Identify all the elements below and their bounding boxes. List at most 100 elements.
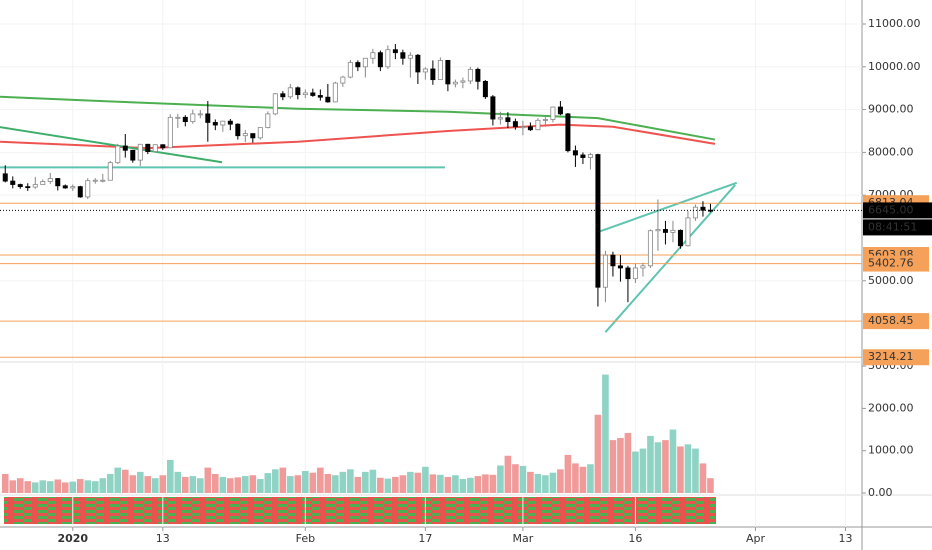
volume-bar	[392, 476, 399, 493]
candle-body	[17, 184, 23, 188]
volume-bar	[512, 464, 519, 493]
candle-body	[542, 119, 548, 121]
price-level-label: 5402.76	[868, 257, 914, 270]
candle-body	[272, 93, 278, 115]
volume-bar	[497, 465, 504, 493]
volume-bar	[647, 435, 654, 493]
candle-body	[490, 96, 496, 120]
volume-bar	[219, 476, 227, 493]
volume-bar	[384, 478, 392, 493]
y-tick-label: 11000.00	[868, 17, 921, 30]
candle-body	[632, 267, 638, 280]
indicator-strip	[4, 497, 716, 524]
x-tick-label: 2020	[57, 532, 88, 545]
candle-body	[317, 95, 323, 98]
volume-bar	[287, 476, 294, 493]
volume-bar	[422, 466, 429, 493]
volume-bar	[31, 482, 39, 493]
candle-body	[422, 68, 428, 73]
volume-bar	[302, 471, 309, 493]
x-tick-label: Apr	[746, 532, 766, 545]
candle-body	[385, 49, 391, 68]
volume-bar	[339, 471, 347, 493]
candle-body	[347, 62, 353, 78]
volume-bar	[279, 467, 287, 493]
volume-bar	[347, 469, 354, 493]
y-tick-label: 5000.00	[868, 274, 914, 287]
candle-body	[377, 52, 383, 68]
volume-bar	[249, 475, 257, 493]
candle-body	[77, 186, 83, 198]
x-tick-label: 13	[156, 532, 170, 545]
countdown-label: 08:41:51	[868, 220, 917, 233]
candle-body	[92, 179, 98, 182]
volume-bar	[46, 481, 54, 493]
volume-bar	[452, 475, 459, 493]
price-level-badge	[863, 349, 929, 366]
price-level-badge	[863, 255, 929, 272]
trendline	[604, 184, 736, 333]
candle-body	[430, 68, 436, 81]
y-tick-label: 0.00	[868, 486, 893, 499]
candle-body	[257, 127, 263, 139]
volume-bar	[414, 472, 422, 493]
candle-body	[535, 119, 541, 131]
volume-bar	[572, 463, 579, 493]
volume-bar	[377, 477, 384, 493]
candle-body	[692, 206, 698, 219]
candle-body	[182, 116, 188, 122]
price-level-label: 4058.45	[868, 314, 914, 327]
volume-bar	[332, 475, 339, 493]
volume-bar	[624, 432, 632, 493]
y-tick-label: 9000.00	[868, 103, 914, 116]
candle-body	[100, 179, 106, 182]
candle-body	[572, 150, 578, 156]
candle-body	[70, 186, 76, 189]
candle-body	[107, 162, 113, 181]
volume-bar	[444, 476, 452, 493]
volume-bar	[692, 448, 699, 493]
candle-body	[227, 120, 233, 125]
volume-bar	[354, 476, 362, 493]
candle-body	[617, 265, 623, 269]
candle-body	[587, 154, 593, 158]
candle-body	[362, 57, 368, 68]
candle-body	[557, 106, 563, 115]
candle-body	[145, 143, 151, 152]
volume-bar	[587, 464, 594, 493]
volume-bar	[99, 478, 107, 493]
candle-body	[415, 54, 421, 73]
volume-bar	[699, 463, 707, 493]
y-tick-label: 8000.00	[868, 145, 914, 158]
price-level-label: 3214.21	[868, 350, 914, 363]
candle-body	[122, 145, 128, 151]
candle-body	[287, 87, 293, 98]
candle-body	[250, 133, 256, 139]
volume-bar	[61, 482, 69, 493]
volume-bar	[91, 481, 99, 493]
volume-bar	[159, 475, 167, 493]
candle-body	[32, 184, 38, 188]
volume-bar	[9, 480, 17, 493]
candle-body	[160, 144, 166, 149]
x-tick-label: Mar	[513, 532, 534, 545]
candle-body	[152, 144, 158, 152]
candle-body	[40, 181, 46, 185]
candle-body	[610, 254, 616, 267]
candle-body	[2, 173, 8, 182]
candle-body	[497, 117, 503, 120]
volume-bar	[579, 466, 587, 493]
candle-body	[685, 217, 691, 247]
volume-bar	[39, 480, 47, 493]
volume-bar	[542, 475, 549, 493]
candle-body	[625, 267, 631, 280]
volume-bar	[467, 477, 474, 493]
x-tick-label: Feb	[296, 532, 315, 545]
volume-bar	[174, 471, 182, 493]
candle-body	[482, 80, 488, 98]
candle-body	[602, 254, 608, 288]
volume-bar	[684, 444, 692, 493]
candle-body	[407, 54, 413, 59]
candle-body	[115, 145, 121, 164]
volume-bar	[151, 478, 159, 493]
